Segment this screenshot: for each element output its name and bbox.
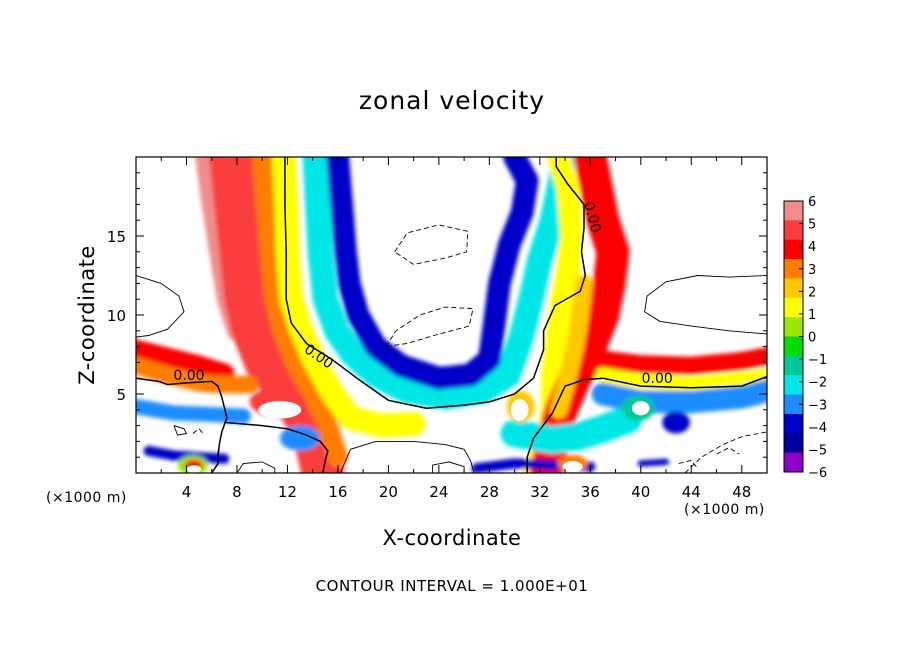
- zero-contour: [136, 377, 228, 473]
- velocity-band: [302, 157, 578, 410]
- colorbar-swatch: [784, 355, 803, 376]
- contour-label: 0.00: [642, 371, 673, 387]
- colorbar-swatch: [784, 201, 803, 221]
- colorbar-swatch: [784, 394, 803, 415]
- shaded-field: [136, 157, 767, 473]
- x-tick-label: 36: [581, 483, 600, 501]
- colorbar-label: 1: [808, 308, 816, 323]
- colorbar-label: 0: [808, 331, 816, 346]
- x-unit-label-left: (×1000 m): [46, 490, 127, 506]
- colorbar-swatch: [784, 336, 803, 357]
- unshaded-region: [631, 401, 650, 416]
- x-tick-label: 32: [530, 483, 549, 501]
- negative-contour: [716, 447, 740, 455]
- colorbar-label: −6: [808, 466, 827, 481]
- chart-title: zonal velocity: [358, 86, 546, 115]
- colorbar-label: −5: [808, 443, 827, 458]
- x-tick-label: 8: [232, 483, 242, 501]
- colorbar-label: 2: [808, 285, 816, 300]
- colorbar-swatch: [784, 278, 803, 299]
- velocity-band: [252, 157, 348, 468]
- colorbar-swatch: [784, 375, 803, 396]
- x-tick-label: 40: [631, 483, 650, 501]
- velocity-band: [529, 157, 630, 473]
- colorbar-swatch: [784, 239, 803, 260]
- colorbar-swatch: [784, 297, 803, 318]
- colorbar-label: −3: [808, 398, 827, 413]
- colorbar-label: 5: [808, 218, 816, 233]
- negative-contour: [385, 306, 474, 348]
- velocity-band: [136, 399, 251, 424]
- negative-contour: [394, 224, 469, 265]
- contour-lines: 0.000.000.000.00: [136, 157, 767, 473]
- colorbar-label: 6: [808, 195, 816, 210]
- contour-label: 0.00: [580, 200, 604, 234]
- x-tick-label: 44: [682, 483, 701, 501]
- colorbar-swatch: [784, 433, 803, 454]
- y-tick-label: 15: [107, 228, 126, 246]
- colorbar-swatch: [784, 452, 803, 473]
- x-tick-label: 48: [732, 483, 751, 501]
- negative-contour: [684, 431, 767, 473]
- velocity-band: [595, 367, 767, 393]
- colorbar-label: 4: [808, 240, 816, 255]
- velocity-band: [143, 445, 230, 464]
- x-unit-label-right: (×1000 m): [684, 502, 765, 518]
- velocity-band: [637, 458, 670, 467]
- positive-contour: [173, 425, 188, 436]
- positive-contour: [236, 461, 276, 473]
- velocity-band: [581, 347, 767, 375]
- negative-contour: [192, 428, 204, 434]
- x-tick-label: 16: [328, 483, 347, 501]
- zero-contour: [284, 157, 587, 409]
- positive-contour: [644, 275, 767, 335]
- y-tick-label: 5: [116, 386, 126, 404]
- colorbar-swatch: [784, 413, 803, 434]
- velocity-band: [136, 339, 235, 384]
- colorbar-label: 3: [808, 263, 816, 278]
- x-tick-label: 4: [182, 483, 192, 501]
- positive-contour: [136, 275, 185, 338]
- unshaded-region: [187, 465, 201, 473]
- x-axis-label: X-coordinate: [382, 526, 522, 550]
- colorbar-swatch: [784, 317, 803, 337]
- unshaded-region: [258, 401, 302, 419]
- velocity-cell: [662, 411, 691, 434]
- colorbar-swatch: [784, 259, 803, 279]
- velocity-band: [271, 157, 426, 438]
- x-tick-label: 24: [429, 483, 448, 501]
- x-tick-label: 20: [379, 483, 398, 501]
- contour-interval-note: CONTOUR INTERVAL = 1.000E+01: [315, 577, 589, 595]
- unshaded-region: [562, 461, 583, 473]
- x-tick-label: 28: [480, 483, 499, 501]
- colorbar-swatch: [784, 220, 803, 241]
- positive-contour: [432, 461, 465, 473]
- colorbar-label: −1: [808, 353, 827, 368]
- velocity-cell: [279, 425, 321, 451]
- x-tick-label: 12: [278, 483, 297, 501]
- y-tick-label: 10: [107, 307, 126, 325]
- unshaded-region: [510, 398, 529, 421]
- zero-contour: [224, 421, 329, 473]
- positive-contour: [339, 440, 475, 473]
- velocity-band: [326, 157, 539, 390]
- colorbar: 6 5 4 3 2 1 0 −1 −2 −3 −4 −5 −6: [783, 195, 827, 481]
- colorbar-label: −2: [808, 376, 827, 391]
- negative-contour: [678, 459, 698, 469]
- contour-label: 0.00: [173, 368, 204, 384]
- colorbar-label: −4: [808, 421, 827, 436]
- zero-contour: [526, 375, 767, 473]
- velocity-band: [500, 405, 643, 454]
